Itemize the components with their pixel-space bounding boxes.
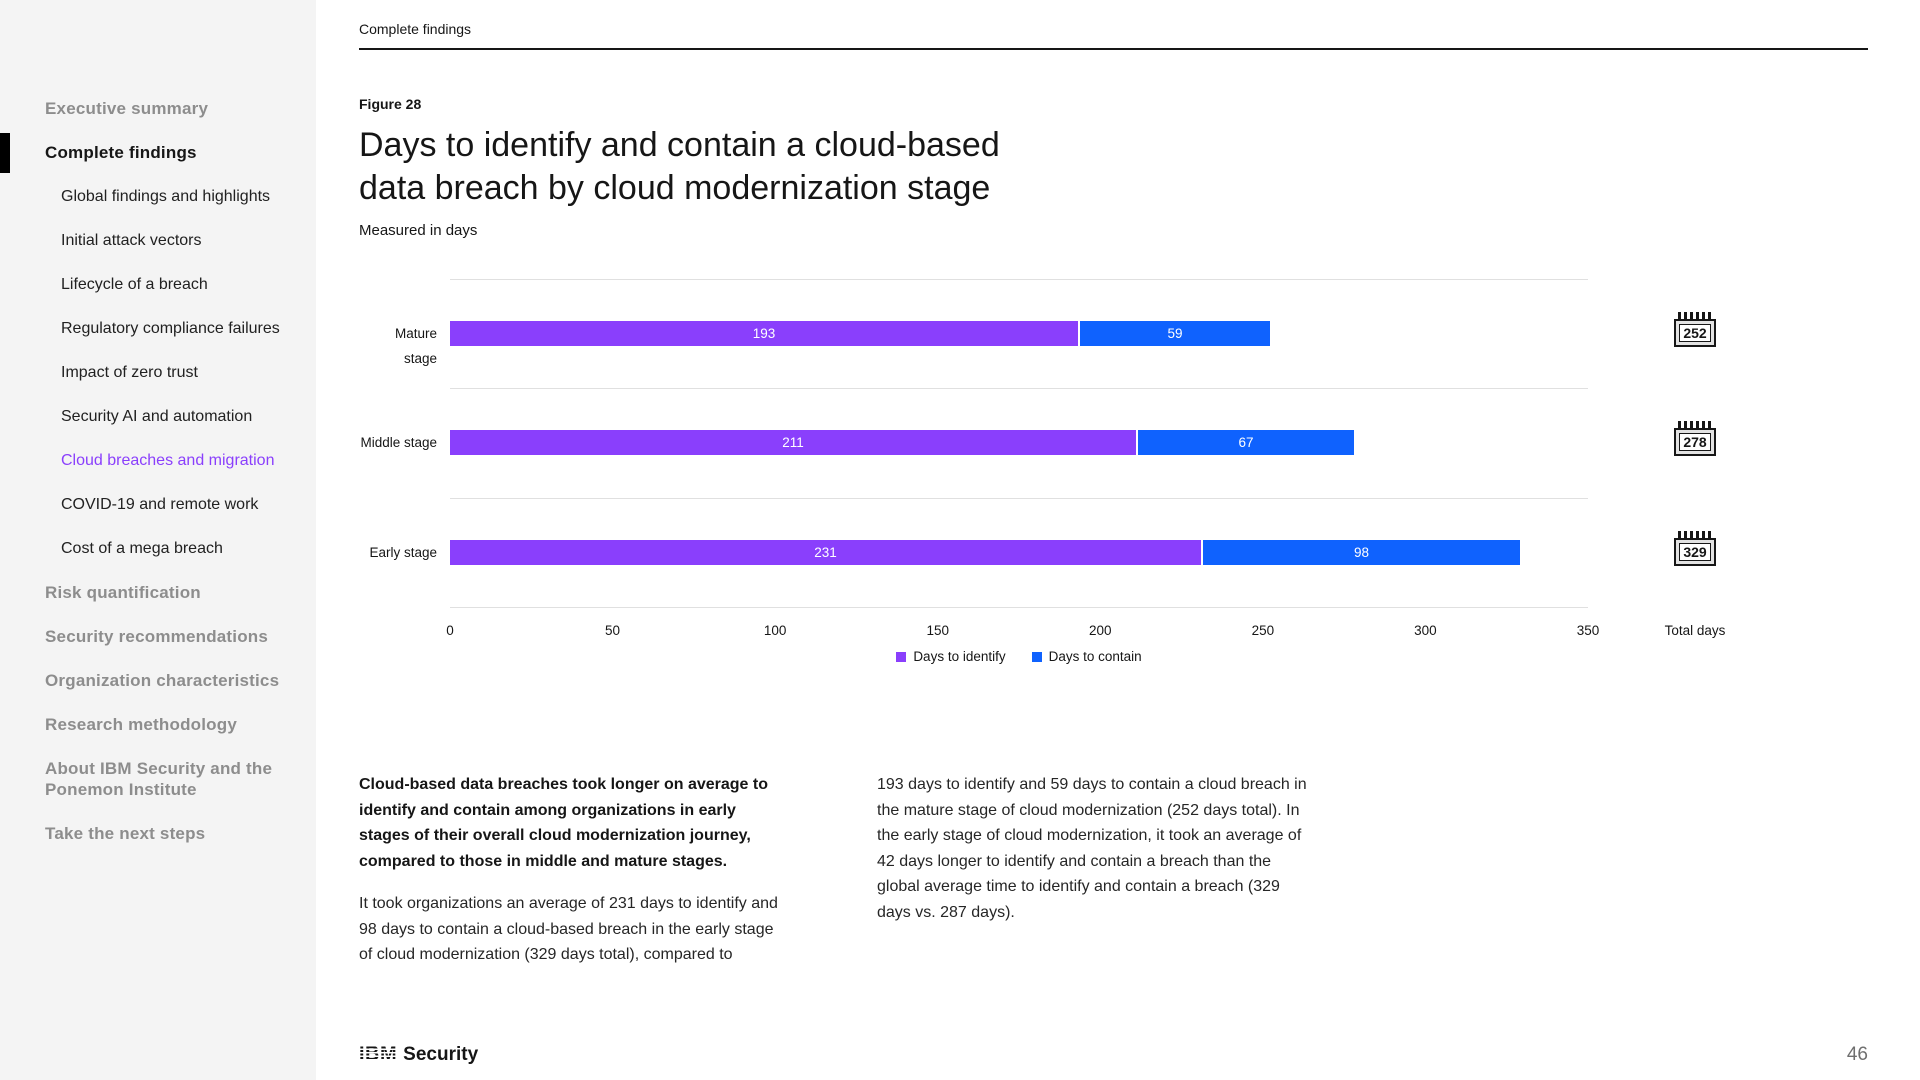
calendar-body: 329: [1674, 538, 1716, 566]
sidebar-item-executive-summary[interactable]: Executive summary: [45, 99, 209, 118]
sidebar-item-risk-quantification[interactable]: Risk quantification: [45, 583, 201, 602]
calendar-body: 252: [1674, 319, 1716, 347]
sidebar-item-security-ai-and-automation[interactable]: Security AI and automation: [61, 408, 253, 425]
page-number: 46: [1846, 1044, 1868, 1065]
calendar-binding-icon: [1678, 531, 1712, 538]
x-axis-tick-200: 200: [1089, 623, 1112, 638]
legend-swatch: [896, 651, 907, 662]
row-separator: [450, 498, 1588, 499]
category-label-mature-stage: Mature stage: [394, 326, 437, 366]
body-right-column: 193 days to identify and 59 days to cont…: [877, 772, 1317, 968]
body-left-column: Cloud-based data breaches took longer on…: [359, 772, 780, 968]
bar-segment-days-to-identify: 193: [450, 321, 1078, 346]
sidebar-item-research-methodology[interactable]: Research methodology: [45, 715, 237, 734]
row-separator: [450, 279, 1588, 280]
total-days-value: 252: [1679, 324, 1711, 342]
x-axis-tick-100: 100: [763, 623, 787, 638]
bar-segment-days-to-contain: 98: [1203, 540, 1520, 565]
stacked-bar-chart: Mature stage 193 59 252 Middle stage 211 67 278…: [359, 279, 1868, 641]
sidebar-item-regulatory-compliance-failures[interactable]: Regulatory compliance failures: [61, 320, 280, 337]
chart-legend: Days to identify Days to contain: [450, 649, 1588, 664]
security-wordmark: Security: [403, 1044, 479, 1065]
legend-label: Days to contain: [1048, 649, 1142, 664]
sidebar-item-impact-of-zero-trust[interactable]: Impact of zero trust: [61, 364, 198, 381]
sidebar-item-covid-19-and-remote-work[interactable]: COVID-19 and remote work: [61, 496, 259, 513]
sidebar-item-complete-findings[interactable]: Complete findings: [0, 133, 285, 173]
legend-item-days-to-identify: Days to identify: [896, 649, 1006, 664]
body-text: Cloud-based data breaches took longer on…: [359, 772, 1868, 968]
legend-swatch: [1031, 651, 1042, 662]
calendar-binding-icon: [1678, 421, 1712, 428]
sidebar-item-take-the-next-steps[interactable]: Take the next steps: [45, 824, 206, 843]
figure-title-line2: data breach by cloud modernization stage: [359, 169, 991, 207]
total-days-value: 329: [1679, 543, 1711, 561]
sidebar-item-cost-of-a-mega-breach[interactable]: Cost of a mega breach: [61, 540, 223, 557]
sidebar-item-lifecycle-of-a-breach[interactable]: Lifecycle of a breach: [61, 276, 208, 293]
figure-label: Figure 28: [359, 96, 422, 112]
ibm-logo: IBM: [359, 1043, 398, 1065]
calendar-binding-icon: [1678, 312, 1712, 319]
total-days-axis-label: Total days: [1664, 623, 1726, 638]
section-header: Complete findings: [359, 0, 1868, 50]
bar-middle-stage: 211 67: [450, 430, 1354, 455]
sidebar: Executive summary Complete findings Global…: [0, 0, 316, 1080]
sidebar-item-initial-attack-vectors[interactable]: Initial attack vectors: [61, 232, 202, 249]
total-days-value: 278: [1679, 433, 1711, 451]
sidebar-item-cloud-breaches-and-migration[interactable]: Cloud breaches and migration: [61, 452, 275, 469]
row-separator: [450, 388, 1588, 389]
main-content: Complete findings Figure 28 Days to iden…: [316, 0, 1920, 1080]
bar-segment-days-to-identify: 211: [450, 430, 1136, 455]
axis-line: [450, 607, 1588, 608]
lead-paragraph: Cloud-based data breaches took longer on…: [359, 776, 768, 870]
x-axis-tick-0: 0: [446, 623, 454, 638]
bar-segment-days-to-identify: 231: [450, 540, 1201, 565]
legend-label: Days to identify: [913, 649, 1006, 664]
section-header-label: Complete findings: [359, 21, 472, 37]
bar-segment-days-to-contain: 59: [1080, 321, 1270, 346]
figure-subtitle: Measured in days: [359, 222, 478, 239]
category-label-middle-stage: Middle stage: [360, 435, 437, 450]
x-axis-tick-50: 50: [605, 623, 621, 638]
figure-title-line1: Days to identify and contain a cloud-bas…: [359, 126, 1000, 164]
x-axis-tick-150: 150: [926, 623, 949, 638]
calendar-body: 278: [1674, 428, 1716, 456]
sidebar-item-global-findings-and-highlights[interactable]: Global findings and highlights: [61, 188, 271, 205]
x-axis-tick-300: 300: [1414, 623, 1437, 638]
sidebar-item-security-recommendations[interactable]: Security recommendations: [45, 627, 269, 646]
body-paragraph-left: It took organizations an average of 231 …: [359, 895, 778, 963]
calendar-icon: 278: [1674, 421, 1716, 456]
category-label-early-stage: Early stage: [369, 545, 437, 560]
x-axis-tick-250: 250: [1251, 623, 1275, 638]
body-paragraph-right: 193 days to identify and 59 days to cont…: [877, 776, 1307, 921]
sidebar-nav: Executive summary Complete findings Global…: [0, 0, 316, 844]
bar-mature-stage: 193 59: [450, 321, 1270, 346]
page-footer: IBM Security 46: [359, 1043, 1868, 1066]
x-axis-tick-350: 350: [1576, 623, 1600, 638]
bar-early-stage: 231 98: [450, 540, 1520, 565]
ibm-security-logo: IBM Security: [359, 1043, 478, 1066]
calendar-icon: 329: [1674, 531, 1716, 566]
sidebar-item-about-ibm-security-and-the-ponemon-institute[interactable]: About IBM Security and the Ponemon Insti…: [45, 759, 273, 799]
sidebar-item-organization-characteristics[interactable]: Organization characteristics: [45, 671, 280, 690]
figure-title: Days to identify and contain a cloud-bas…: [359, 124, 1868, 210]
bar-segment-days-to-contain: 67: [1138, 430, 1354, 455]
legend-item-days-to-contain: Days to contain: [1031, 649, 1142, 664]
calendar-icon: 252: [1674, 312, 1716, 347]
